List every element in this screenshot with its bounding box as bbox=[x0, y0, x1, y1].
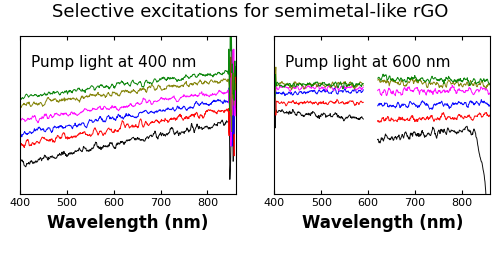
Text: Pump light at 400 nm: Pump light at 400 nm bbox=[31, 55, 196, 70]
X-axis label: Wavelength (nm): Wavelength (nm) bbox=[302, 214, 463, 232]
Text: Selective excitations for semimetal-like rGO: Selective excitations for semimetal-like… bbox=[52, 3, 448, 21]
X-axis label: Wavelength (nm): Wavelength (nm) bbox=[47, 214, 208, 232]
Text: Pump light at 600 nm: Pump light at 600 nm bbox=[285, 55, 450, 70]
